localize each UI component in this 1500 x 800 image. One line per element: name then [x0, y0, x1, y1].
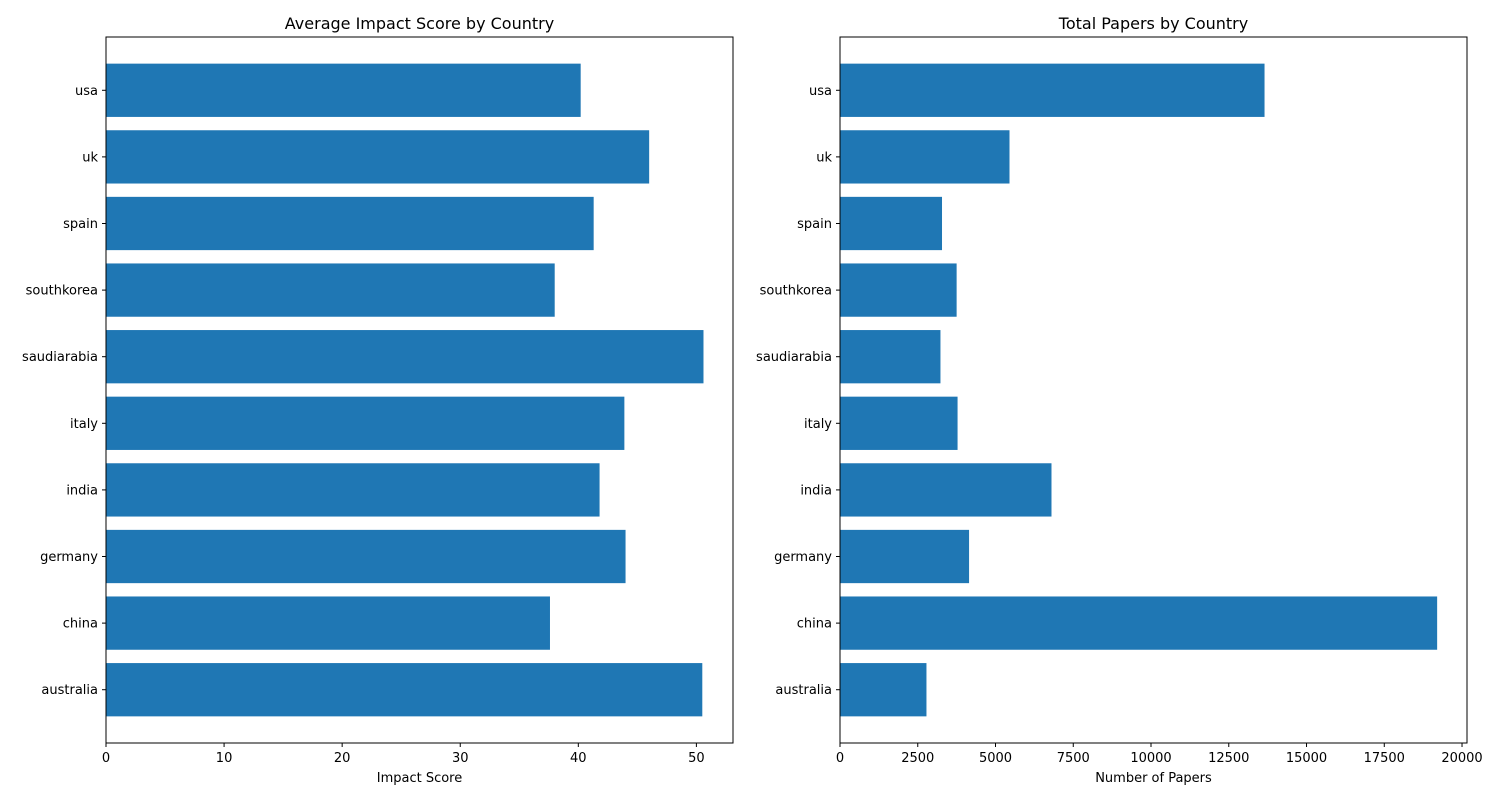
bar-australia	[840, 663, 927, 717]
x-tick-label: 0	[836, 751, 844, 766]
y-tick-label: southkorea	[760, 284, 832, 299]
bar-saudiarabia	[840, 330, 941, 384]
x-tick-label: 20000	[1441, 751, 1482, 766]
y-tick-label: australia	[41, 683, 98, 698]
y-tick-label: australia	[775, 683, 832, 698]
y-tick-label: spain	[63, 217, 98, 232]
x-axis-label: Impact Score	[377, 771, 463, 786]
bar-china	[840, 596, 1438, 650]
y-tick-label: germany	[40, 550, 98, 565]
y-tick-label: germany	[774, 550, 832, 565]
bar-spain	[840, 196, 943, 251]
y-tick-label: china	[63, 617, 98, 632]
y-tick-label: uk	[82, 150, 98, 165]
bar-uk	[106, 130, 650, 184]
y-tick-label: india	[800, 483, 832, 498]
bar-italy	[106, 396, 625, 450]
chart-title: Total Papers by Country	[1058, 14, 1248, 33]
x-tick-label: 7500	[1057, 751, 1090, 766]
bar-australia	[106, 663, 703, 717]
x-tick-label: 40	[570, 751, 587, 766]
total-papers-chart: Total Papers by Country Number of Papers…	[756, 14, 1483, 786]
x-tick-label: 50	[688, 751, 705, 766]
bar-usa	[106, 63, 581, 117]
y-tick-label: italy	[804, 417, 832, 432]
x-tick-label: 20	[334, 751, 351, 766]
bar-southkorea	[840, 263, 957, 317]
x-tick-label: 0	[102, 751, 110, 766]
y-tick-label: usa	[809, 84, 832, 99]
x-tick-label: 17500	[1364, 751, 1405, 766]
x-axis-label: Number of Papers	[1095, 771, 1212, 786]
x-tick-label: 5000	[979, 751, 1012, 766]
y-tick-label: southkorea	[26, 284, 98, 299]
bar-usa	[840, 63, 1265, 117]
plot-frame	[839, 36, 1468, 744]
bar-southkorea	[106, 263, 555, 317]
x-tick-label: 10	[216, 751, 233, 766]
y-tick-label: italy	[70, 417, 98, 432]
y-tick-label: saudiarabia	[756, 350, 832, 365]
y-tick-label: usa	[75, 84, 98, 99]
bar-spain	[106, 196, 594, 251]
y-tick-label: spain	[797, 217, 832, 232]
bar-uk	[840, 130, 1010, 184]
bar-italy	[840, 396, 958, 450]
y-tick-label: india	[66, 483, 98, 498]
bar-india	[840, 463, 1052, 517]
y-tick-label: uk	[816, 150, 832, 165]
bar-germany	[840, 529, 970, 584]
plot-frame	[105, 36, 734, 744]
bar-saudiarabia	[106, 330, 704, 384]
x-tick-label: 30	[452, 751, 469, 766]
y-tick-label: china	[797, 617, 832, 632]
bar-germany	[106, 529, 626, 584]
x-tick-label: 15000	[1286, 751, 1327, 766]
x-tick-label: 12500	[1208, 751, 1249, 766]
y-tick-label: saudiarabia	[22, 350, 98, 365]
bar-india	[106, 463, 600, 517]
x-tick-label: 10000	[1130, 751, 1171, 766]
bar-china	[106, 596, 550, 650]
impact-score-chart: Average Impact Score by Country Impact S…	[22, 14, 734, 786]
chart-title: Average Impact Score by Country	[285, 14, 554, 33]
x-tick-label: 2500	[901, 751, 934, 766]
